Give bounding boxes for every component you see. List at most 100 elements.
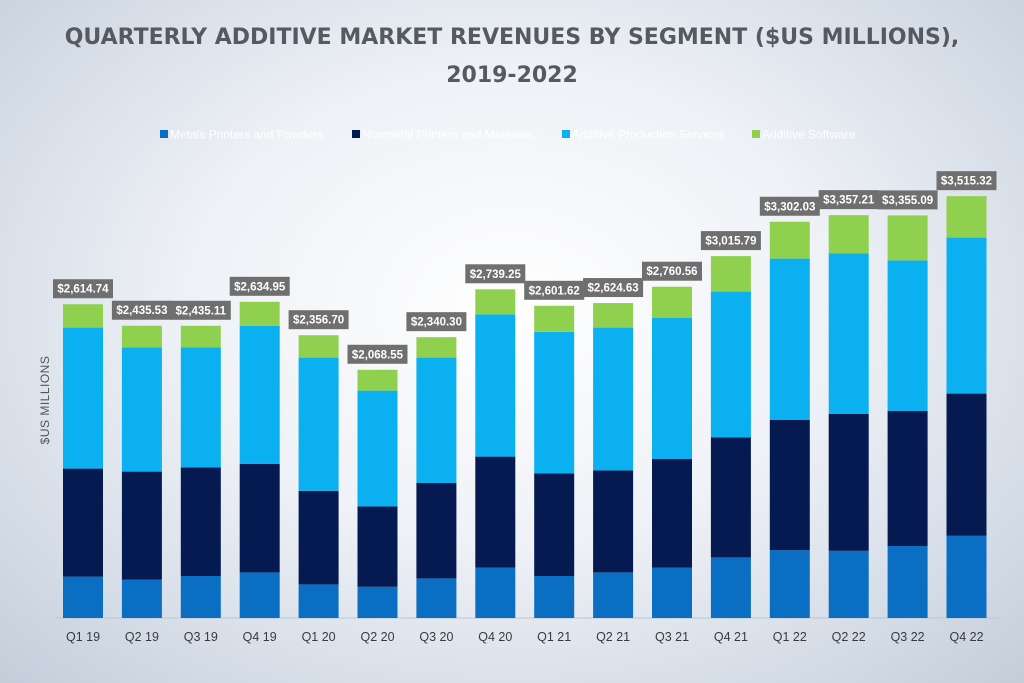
legend-label-1: Nonmetal Printers and Materials: [362, 128, 533, 142]
bar-segment-q1-20-series-1: [298, 490, 339, 585]
bar-segment-q1-21-series-0: [534, 576, 575, 618]
bar-segment-q2-19-series-1: [121, 471, 162, 580]
total-label-15: $3,515.32: [941, 176, 992, 188]
total-label-box-15: [936, 171, 997, 191]
x-tick-3: Q4 19: [243, 630, 277, 644]
bar-segment-q2-22-series-1: [828, 414, 869, 551]
bar-segment-q2-22-series-2: [828, 253, 869, 414]
bar-segment-q3-19-series-3: [180, 325, 221, 348]
total-label-7: $2,739.25: [470, 269, 522, 281]
bar-segment-q2-20-series-1: [357, 506, 398, 587]
bar-segment-q1-19-series-1: [63, 468, 103, 577]
total-label-box-8: [524, 280, 585, 300]
bar-segment-q4-19-series-2: [239, 325, 280, 464]
x-tick-8: Q1 21: [537, 630, 571, 644]
legend-swatch-1: [352, 130, 360, 138]
bar-segment-q3-19-series-2: [180, 347, 221, 468]
bar-segment-q3-21-series-0: [652, 567, 692, 618]
total-label-box-5: [347, 344, 408, 364]
total-label-12: $3,302.03: [764, 201, 815, 213]
x-tick-4: Q1 20: [302, 630, 336, 644]
bar-segment-q4-22-series-1: [946, 393, 987, 536]
total-label-box-11: [700, 231, 761, 251]
bar-segment-q1-21-series-2: [534, 331, 575, 474]
total-label-2: $2,435.11: [176, 305, 227, 317]
bar-segment-q1-20-series-2: [298, 357, 339, 491]
total-label-5: $2,068.55: [352, 349, 404, 361]
bar-segment-q1-20-series-0: [298, 584, 339, 618]
total-label-14: $3,355.09: [882, 195, 933, 207]
total-label-box-3: [229, 276, 290, 296]
x-tick-15: Q4 22: [949, 630, 983, 644]
total-label-box-1: [111, 300, 172, 320]
bar-segment-q1-22-series-0: [769, 550, 810, 618]
bar-segment-q4-19-series-0: [239, 572, 280, 618]
bar-segment-q4-20-series-3: [475, 289, 516, 315]
bar-segment-q2-19-series-2: [121, 347, 162, 472]
legend-swatch-3: [752, 130, 760, 138]
chart-title-line-2: 2019-2022: [446, 63, 578, 88]
total-label-9: $2,624.63: [588, 283, 639, 295]
x-tick-6: Q3 20: [419, 630, 453, 644]
x-tick-0: Q1 19: [66, 630, 100, 644]
bar-segment-q3-22-series-1: [887, 411, 928, 546]
total-label-0: $2,614.74: [57, 284, 109, 296]
x-tick-12: Q1 22: [773, 630, 807, 644]
total-label-8: $2,601.62: [529, 285, 580, 297]
bar-segment-q4-19-series-1: [239, 463, 280, 573]
bar-segment-q3-20-series-0: [416, 578, 457, 618]
x-tick-11: Q4 21: [714, 630, 748, 644]
bar-segment-q4-19-series-3: [239, 301, 280, 326]
total-label-box-2: [170, 300, 231, 320]
bar-segment-q1-19-series-3: [63, 304, 103, 328]
bar-segment-q3-22-series-2: [887, 260, 928, 411]
bar-segment-q4-20-series-1: [475, 456, 516, 568]
bar-segment-q4-21-series-0: [710, 557, 751, 618]
bar-segment-q2-22-series-3: [828, 215, 869, 254]
bar-segment-q1-19-series-0: [63, 576, 103, 618]
x-tick-10: Q3 21: [655, 630, 689, 644]
bar-segment-q1-20-series-3: [298, 335, 339, 358]
legend-swatch-0: [160, 130, 168, 138]
bar-segment-q4-20-series-2: [475, 314, 516, 457]
bar-segment-q2-21-series-3: [593, 303, 634, 328]
total-label-6: $2,340.30: [411, 317, 462, 329]
total-label-box-9: [583, 278, 644, 298]
y-axis-label: $US MILLIONS: [38, 356, 52, 445]
bar-segment-q1-22-series-2: [769, 258, 810, 420]
total-label-box-0: [53, 279, 113, 299]
bar-segment-q1-22-series-1: [769, 420, 810, 551]
bar-segment-q3-22-series-3: [887, 215, 928, 261]
bar-segment-q1-22-series-3: [769, 221, 810, 259]
total-label-box-13: [818, 190, 879, 210]
bar-segment-q3-20-series-3: [416, 337, 457, 358]
x-tick-7: Q4 20: [478, 630, 512, 644]
bar-segment-q2-21-series-1: [593, 470, 634, 573]
x-tick-14: Q3 22: [891, 630, 925, 644]
bar-segment-q4-22-series-0: [946, 535, 987, 618]
bar-segment-q3-20-series-2: [416, 357, 457, 483]
bar-segment-q3-21-series-2: [652, 318, 692, 459]
bar-segment-q2-21-series-0: [593, 572, 634, 618]
total-label-3: $2,634.95: [234, 281, 286, 293]
bar-segment-q3-21-series-3: [652, 286, 692, 318]
total-label-box-6: [406, 312, 467, 332]
total-label-box-4: [288, 310, 349, 330]
bar-segment-q4-21-series-2: [710, 291, 751, 438]
bar-segment-q1-21-series-1: [534, 473, 575, 576]
bar-segment-q2-20-series-3: [357, 369, 398, 391]
bar-segment-q3-19-series-1: [180, 467, 221, 576]
legend: Metals Printers and Powders Nonmetal Prin…: [160, 128, 856, 142]
chart-title-line-1: QUARTERLY ADDITIVE MARKET REVENUES BY SE…: [65, 25, 960, 50]
bar-segment-q2-22-series-0: [828, 550, 869, 618]
x-tick-labels-group: Q1 19 Q2 19 Q3 19 Q4 19 Q1 20 Q2 20 Q3 20 Q4 20…: [66, 630, 984, 644]
x-tick-1: Q2 19: [125, 630, 159, 644]
bars-group: [63, 196, 987, 618]
bar-segment-q4-21-series-3: [710, 256, 751, 292]
total-label-box-12: [759, 196, 820, 216]
bar-segment-q3-21-series-1: [652, 459, 692, 568]
bar-segment-q4-20-series-0: [475, 567, 516, 618]
bar-segment-q2-19-series-0: [121, 579, 162, 618]
bar-segment-q3-22-series-0: [887, 546, 928, 618]
